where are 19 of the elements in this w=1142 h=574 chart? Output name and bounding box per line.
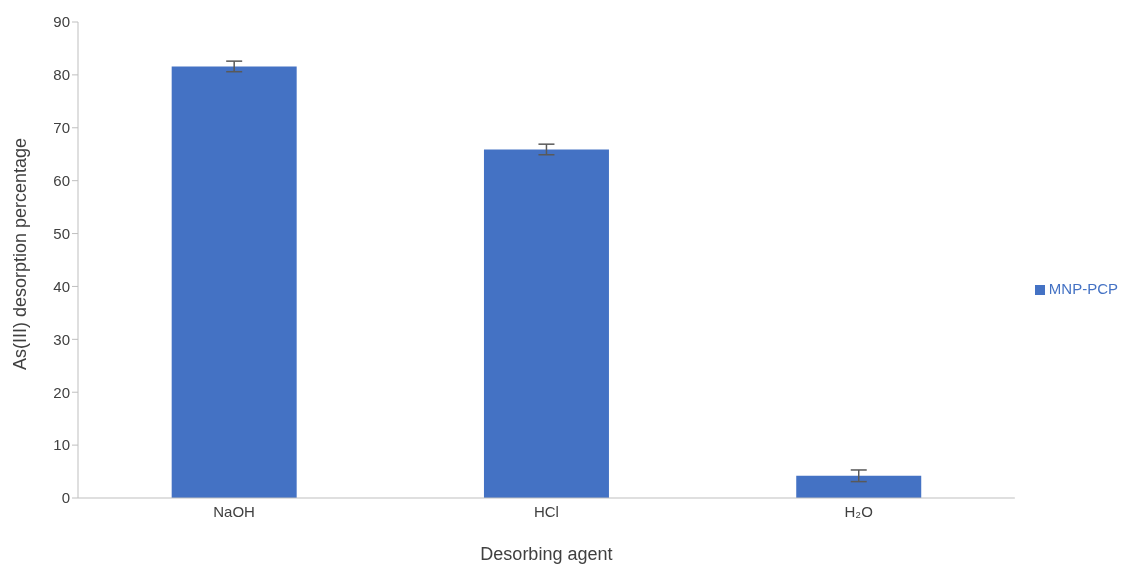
- y-tick-label: 30: [53, 330, 70, 348]
- y-tick-label: 90: [53, 13, 70, 31]
- y-tick-label: 40: [53, 277, 70, 295]
- y-tick-label: 10: [53, 436, 70, 454]
- bar: [796, 475, 922, 498]
- x-tick-label: NaOH: [213, 502, 255, 520]
- y-tick-label: 50: [53, 224, 70, 242]
- legend-label: MNP-PCP: [1048, 279, 1118, 297]
- y-tick-label: 20: [53, 383, 70, 401]
- bar: [171, 66, 297, 498]
- y-axis-title: As(III) desorption percentage: [10, 137, 31, 370]
- x-tick-label: HCl: [533, 502, 559, 520]
- y-tick-label: 80: [53, 66, 70, 84]
- y-tick-label: 0: [61, 489, 70, 507]
- bar: [483, 149, 609, 498]
- y-tick-label: 60: [53, 171, 70, 189]
- y-tick-label: 70: [53, 119, 70, 137]
- x-axis-title: Desorbing agent: [480, 544, 613, 564]
- x-tick-label: H₂O: [844, 502, 873, 520]
